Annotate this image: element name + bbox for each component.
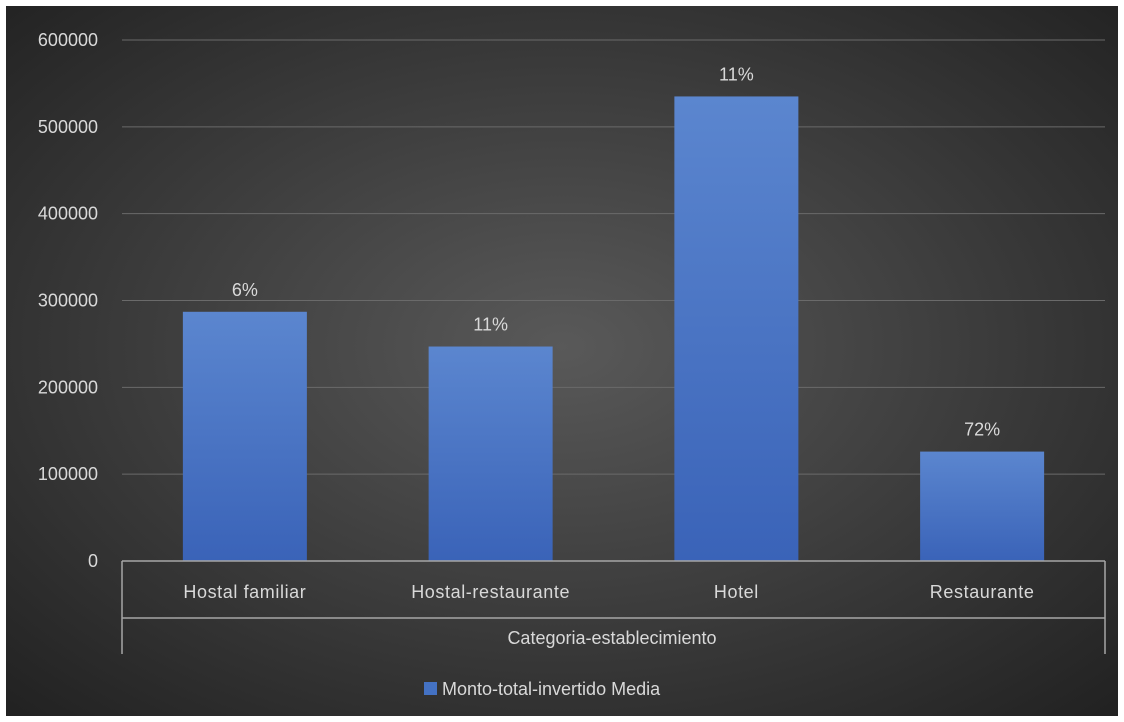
- x-axis-title: Categoria-establecimiento: [507, 628, 716, 648]
- x-category-label: Hostal familiar: [183, 582, 306, 602]
- data-label: 6%: [232, 280, 258, 300]
- legend: Monto-total-invertido Media: [424, 679, 661, 699]
- x-axis-categories: Hostal familiar Hostal-restaurante Hotel Re…: [183, 582, 1034, 602]
- data-label: 72%: [964, 420, 1000, 440]
- legend-label: Monto-total-invertido Media: [442, 679, 661, 699]
- y-axis-ticks: 0 100000 200000 300000 400000 500000 600000: [38, 30, 98, 571]
- x-category-label: Hostal-restaurante: [411, 582, 570, 602]
- chart-background: [6, 6, 1118, 716]
- data-label: 11%: [719, 64, 754, 84]
- bar: [182, 311, 307, 561]
- bar: [674, 96, 799, 562]
- y-tick-label: 0: [88, 551, 98, 571]
- y-tick-label: 200000: [38, 377, 98, 397]
- legend-swatch: [424, 682, 437, 695]
- data-labels: 6% 11% 11% 72%: [232, 64, 1000, 439]
- y-tick-label: 400000: [38, 204, 98, 224]
- x-axis: [121, 560, 1106, 654]
- bars: [182, 96, 1045, 562]
- y-tick-label: 100000: [38, 464, 98, 484]
- y-tick-label: 500000: [38, 117, 98, 137]
- bar: [920, 451, 1045, 561]
- y-tick-label: 300000: [38, 291, 98, 311]
- data-label: 11%: [473, 315, 508, 335]
- x-category-label: Hotel: [714, 582, 759, 602]
- y-tick-label: 600000: [38, 30, 98, 50]
- x-category-label: Restaurante: [930, 582, 1035, 602]
- bar: [428, 346, 553, 561]
